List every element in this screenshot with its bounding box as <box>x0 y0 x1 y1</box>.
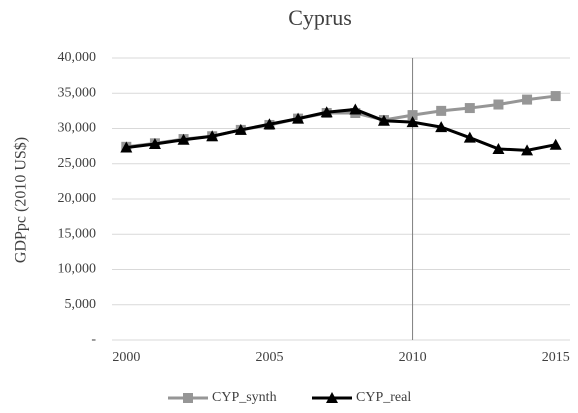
marker <box>407 110 418 121</box>
marker <box>349 103 362 115</box>
marker <box>436 105 447 116</box>
chart-title: Cyprus <box>288 5 352 30</box>
series-line <box>126 107 556 152</box>
y-tick-label: 30,000 <box>58 121 97 136</box>
marker <box>263 118 276 130</box>
marker <box>206 130 219 142</box>
marker <box>234 123 247 135</box>
marker <box>521 144 534 156</box>
marker <box>177 133 190 145</box>
marker <box>120 141 133 153</box>
marker <box>435 121 448 133</box>
marker <box>549 138 562 150</box>
marker <box>183 393 193 403</box>
marker <box>464 103 475 114</box>
legend-label: CYP_real <box>356 390 411 405</box>
marker <box>377 114 390 126</box>
y-axis-label: GDPpc (2010 US$) <box>13 137 30 263</box>
y-tick-label: - <box>91 332 96 347</box>
y-tick-label: 25,000 <box>58 156 97 171</box>
x-tick-label: 2000 <box>112 350 140 365</box>
legend-label: CYP_synth <box>212 390 277 405</box>
y-tick-label: 5,000 <box>65 297 97 312</box>
y-tick-label: 20,000 <box>58 191 97 206</box>
y-tick-label: 35,000 <box>58 85 97 100</box>
x-tick-label: 2005 <box>255 350 283 365</box>
marker <box>522 94 533 105</box>
marker <box>292 112 305 124</box>
marker <box>493 99 504 110</box>
marker <box>320 106 333 118</box>
marker <box>492 142 505 154</box>
x-tick-label: 2015 <box>542 350 570 365</box>
x-tick-label: 2010 <box>399 350 427 365</box>
y-tick-label: 40,000 <box>58 50 97 65</box>
marker <box>406 116 419 128</box>
y-tick-label: 15,000 <box>58 226 97 241</box>
y-tick-label: 10,000 <box>58 262 97 277</box>
marker <box>148 138 161 150</box>
marker <box>463 131 476 143</box>
marker <box>326 392 338 403</box>
marker <box>550 91 561 102</box>
